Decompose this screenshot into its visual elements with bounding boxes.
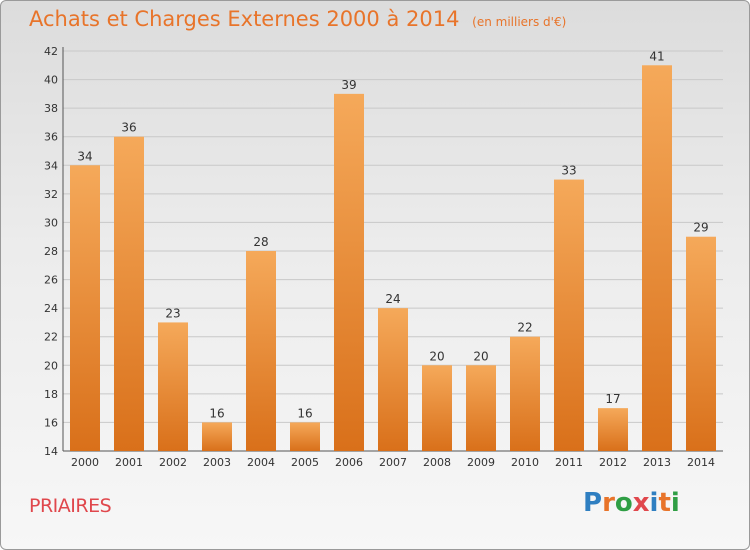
y-tick-label: 32 xyxy=(44,188,58,201)
logo-letter: i xyxy=(649,488,659,518)
x-tick-label: 2000 xyxy=(71,456,99,469)
x-tick-label: 2013 xyxy=(643,456,671,469)
data-label: 36 xyxy=(121,121,136,135)
x-tick-label: 2006 xyxy=(335,456,363,469)
logo-letter: P xyxy=(583,488,603,518)
x-tick-label: 2009 xyxy=(467,456,495,469)
logo-letter: t xyxy=(658,488,671,518)
bar-2010 xyxy=(510,336,540,451)
x-axis-labels: 2000 2001 2002 2003 2004 2005 2006 2007 2008 2009… xyxy=(71,456,715,469)
proxiti-logo: Proxiti xyxy=(583,488,680,518)
bar-2000 xyxy=(70,165,100,452)
bar-2013 xyxy=(642,65,672,452)
y-tick-label: 34 xyxy=(44,159,58,172)
logo-letter: i xyxy=(670,488,680,518)
data-label: 22 xyxy=(517,321,532,335)
bar-2008 xyxy=(422,365,452,451)
data-label: 20 xyxy=(429,349,444,363)
data-label: 24 xyxy=(385,292,400,306)
data-label: 29 xyxy=(693,221,708,235)
logo-letter: x xyxy=(632,488,650,518)
x-tick-label: 2002 xyxy=(159,456,187,469)
chart-title: Achats et Charges Externes 2000 à 2014 (… xyxy=(29,7,566,31)
bar-2001 xyxy=(114,136,144,451)
x-tick-label: 2004 xyxy=(247,456,275,469)
bar-2011 xyxy=(554,179,584,452)
y-tick-label: 18 xyxy=(44,388,58,401)
x-tick-label: 2014 xyxy=(687,456,715,469)
data-label: 16 xyxy=(297,406,312,420)
data-label: 23 xyxy=(165,306,180,320)
y-tick-label: 30 xyxy=(44,216,58,229)
y-tick-label: 40 xyxy=(44,74,58,87)
bar-2003 xyxy=(202,422,232,451)
bars xyxy=(70,65,716,452)
bar-2014 xyxy=(686,236,716,451)
bar-2006 xyxy=(334,93,364,451)
bar-2007 xyxy=(378,308,408,451)
y-tick-label: 24 xyxy=(44,302,58,315)
chart-title-text: Achats et Charges Externes 2000 à 2014 xyxy=(29,7,460,31)
data-label: 41 xyxy=(649,49,664,63)
data-label: 20 xyxy=(473,349,488,363)
data-label: 39 xyxy=(341,78,356,92)
x-tick-label: 2005 xyxy=(291,456,319,469)
x-tick-label: 2012 xyxy=(599,456,627,469)
bar-2009 xyxy=(466,365,496,451)
y-tick-label: 14 xyxy=(44,445,58,458)
y-tick-label: 28 xyxy=(44,245,58,258)
commune-name: PRIAIRES xyxy=(29,495,112,517)
bar-2012 xyxy=(598,408,628,451)
y-tick-label: 16 xyxy=(44,416,58,429)
x-tick-label: 2008 xyxy=(423,456,451,469)
data-labels: 34 36 23 16 28 16 39 24 20 20 22 33 17 41 29 xyxy=(77,49,708,420)
x-tick-label: 2007 xyxy=(379,456,407,469)
x-tick-label: 2010 xyxy=(511,456,539,469)
logo-letter: o xyxy=(614,488,633,518)
bar-2005 xyxy=(290,422,320,451)
bar-2004 xyxy=(246,251,276,451)
x-tick-label: 2003 xyxy=(203,456,231,469)
y-tick-label: 22 xyxy=(44,331,58,344)
logo-letter: r xyxy=(602,488,615,518)
y-tick-label: 42 xyxy=(44,45,58,58)
y-tick-label: 38 xyxy=(44,102,58,115)
bar-2002 xyxy=(158,322,188,451)
data-label: 16 xyxy=(209,406,224,420)
data-label: 17 xyxy=(605,392,620,406)
data-label: 33 xyxy=(561,164,576,178)
y-tick-label: 26 xyxy=(44,274,58,287)
y-tick-label: 36 xyxy=(44,131,58,144)
chart-subtitle: (en milliers d'€) xyxy=(472,15,567,29)
x-tick-label: 2001 xyxy=(115,456,143,469)
data-label: 34 xyxy=(77,149,92,163)
x-tick-label: 2011 xyxy=(555,456,583,469)
data-label: 28 xyxy=(253,235,268,249)
y-tick-label: 20 xyxy=(44,359,58,372)
